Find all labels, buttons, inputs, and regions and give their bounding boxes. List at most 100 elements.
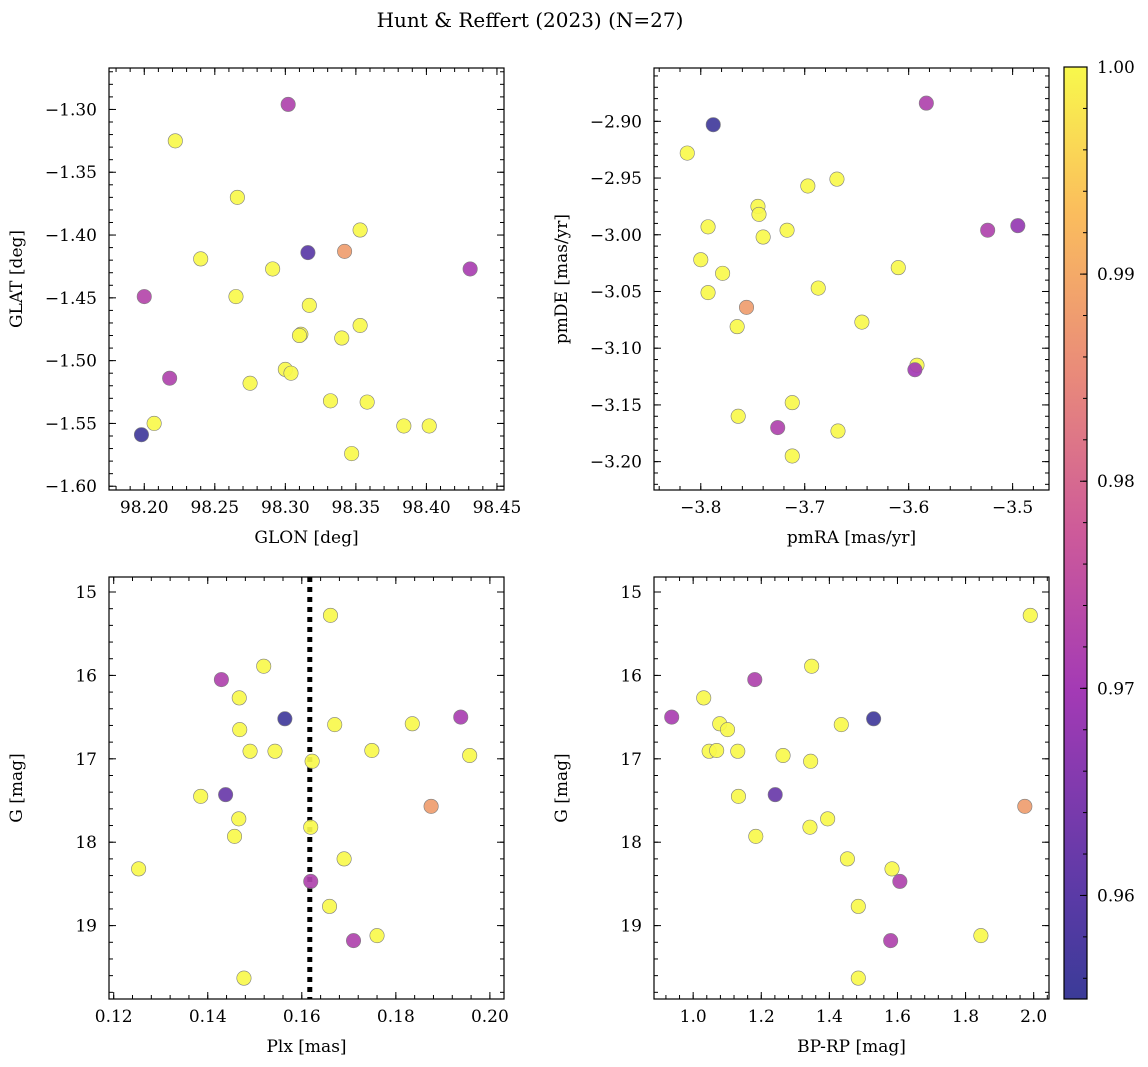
scatter-point xyxy=(747,672,763,688)
colorbar-tick-label: 1.00 xyxy=(1097,58,1135,78)
scatter-point xyxy=(300,245,316,261)
y-tick-label: −3.05 xyxy=(590,282,642,302)
scatter-point xyxy=(462,747,478,763)
scatter-point xyxy=(423,798,439,814)
scatter-point xyxy=(369,928,385,944)
x-tick-label: 2.0 xyxy=(1020,1007,1047,1027)
scatter-point xyxy=(854,314,870,330)
x-tick-label: 0.18 xyxy=(377,1007,415,1027)
scatter-point xyxy=(751,206,767,222)
scatter-point xyxy=(705,117,721,133)
scatter-point xyxy=(810,280,826,296)
y-tick-label: −1.55 xyxy=(45,414,97,434)
x-tick-label: 98.40 xyxy=(402,498,451,518)
scatter-point xyxy=(700,219,716,235)
scatter-point xyxy=(301,297,317,313)
y-axis-label: pmDE [mas/yr] xyxy=(552,214,572,344)
scatter-point xyxy=(337,243,353,259)
x-tick-label: −3.7 xyxy=(784,498,825,518)
scatter-point xyxy=(346,933,362,949)
scatter-point xyxy=(693,252,709,268)
plot-frame xyxy=(108,576,505,1000)
scatter-point xyxy=(715,265,731,281)
scatter-point xyxy=(218,787,234,803)
y-tick-label: 16 xyxy=(620,666,642,686)
scatter-point xyxy=(907,362,923,378)
scatter-point xyxy=(364,742,380,758)
plot-frame xyxy=(653,576,1050,1000)
scatter-point xyxy=(352,317,368,333)
x-tick-label: −3.5 xyxy=(992,498,1033,518)
colorbar: 0.96 0.97 0.98 0.99 1.00 xyxy=(1063,58,1135,1000)
scatter-point xyxy=(265,261,281,277)
scatter-point xyxy=(327,717,343,733)
scatter-point xyxy=(303,873,319,889)
scatter-point xyxy=(136,289,152,305)
scatter-point xyxy=(980,222,996,238)
scatter-point xyxy=(213,672,229,688)
scatter-point xyxy=(802,819,818,835)
scatter-point xyxy=(322,607,338,623)
scatter-point xyxy=(334,330,350,346)
x-tick-label: 0.20 xyxy=(471,1007,509,1027)
y-axis-label: G [mag] xyxy=(7,753,27,822)
scatter-point xyxy=(359,394,375,410)
scatter-point xyxy=(883,933,899,949)
y-tick-label: −1.50 xyxy=(45,352,97,372)
scatter-point xyxy=(322,393,338,409)
scatter-point xyxy=(462,261,478,277)
x-tick-label: 98.35 xyxy=(332,498,381,518)
scatter-point xyxy=(866,711,882,727)
x-axis-label: pmRA [mas/yr] xyxy=(787,528,916,548)
y-tick-label: −1.30 xyxy=(45,100,97,120)
scatter-point xyxy=(779,222,795,238)
scatter-point xyxy=(850,898,866,914)
scatter-point xyxy=(890,260,906,276)
scatter-point xyxy=(303,819,319,835)
y-tick-label: 16 xyxy=(75,666,97,686)
scatter-point xyxy=(892,873,908,889)
scatter-point xyxy=(232,722,248,738)
x-tick-label: 0.14 xyxy=(189,1007,227,1027)
panel-bprp-g: 1.0 1.2 1.4 1.6 1.8 2.0 15 16 17 18 19 BP-RP [mag] G… xyxy=(552,576,1050,1057)
y-tick-label: 19 xyxy=(75,917,97,937)
y-tick-label: −1.45 xyxy=(45,289,97,309)
y-tick-label: −3.20 xyxy=(590,453,642,473)
y-tick-label: −3.10 xyxy=(590,339,642,359)
scatter-point xyxy=(729,319,745,335)
y-axis-label: GLAT [deg] xyxy=(7,230,27,328)
scatter-point xyxy=(283,365,299,381)
x-tick-label: 1.8 xyxy=(952,1007,979,1027)
scatter-point xyxy=(1010,218,1026,234)
x-tick-label: 1.0 xyxy=(680,1007,707,1027)
colorbar-tick-label: 0.97 xyxy=(1097,679,1135,699)
scatter-point xyxy=(679,145,695,161)
scatter-point xyxy=(304,753,320,769)
y-tick-label: −2.90 xyxy=(590,112,642,132)
scatter-point xyxy=(839,851,855,867)
y-tick-label: 18 xyxy=(75,833,97,853)
scatter-point xyxy=(236,970,252,986)
plot-frame xyxy=(108,67,505,491)
scatter-point xyxy=(242,375,258,391)
figure-title: Hunt & Reffert (2023) (N=27) xyxy=(377,8,684,32)
scatter-point xyxy=(1017,798,1033,814)
scatter-point xyxy=(162,370,178,386)
scatter-point xyxy=(453,709,469,725)
scatter-point xyxy=(231,811,247,827)
scatter-point xyxy=(322,898,338,914)
y-tick-label: 19 xyxy=(620,917,642,937)
scatter-point xyxy=(830,423,846,439)
y-tick-label: 17 xyxy=(75,750,97,770)
plot-frame xyxy=(653,67,1050,491)
scatter-point xyxy=(1022,607,1038,623)
scatter-point xyxy=(228,289,244,305)
scatter-point xyxy=(336,851,352,867)
scatter-point xyxy=(277,711,293,727)
y-tick-label: −1.35 xyxy=(45,163,97,183)
scatter-point xyxy=(884,861,900,877)
x-tick-label: −3.6 xyxy=(888,498,929,518)
scatter-point xyxy=(784,448,800,464)
x-tick-label: 1.6 xyxy=(884,1007,911,1027)
